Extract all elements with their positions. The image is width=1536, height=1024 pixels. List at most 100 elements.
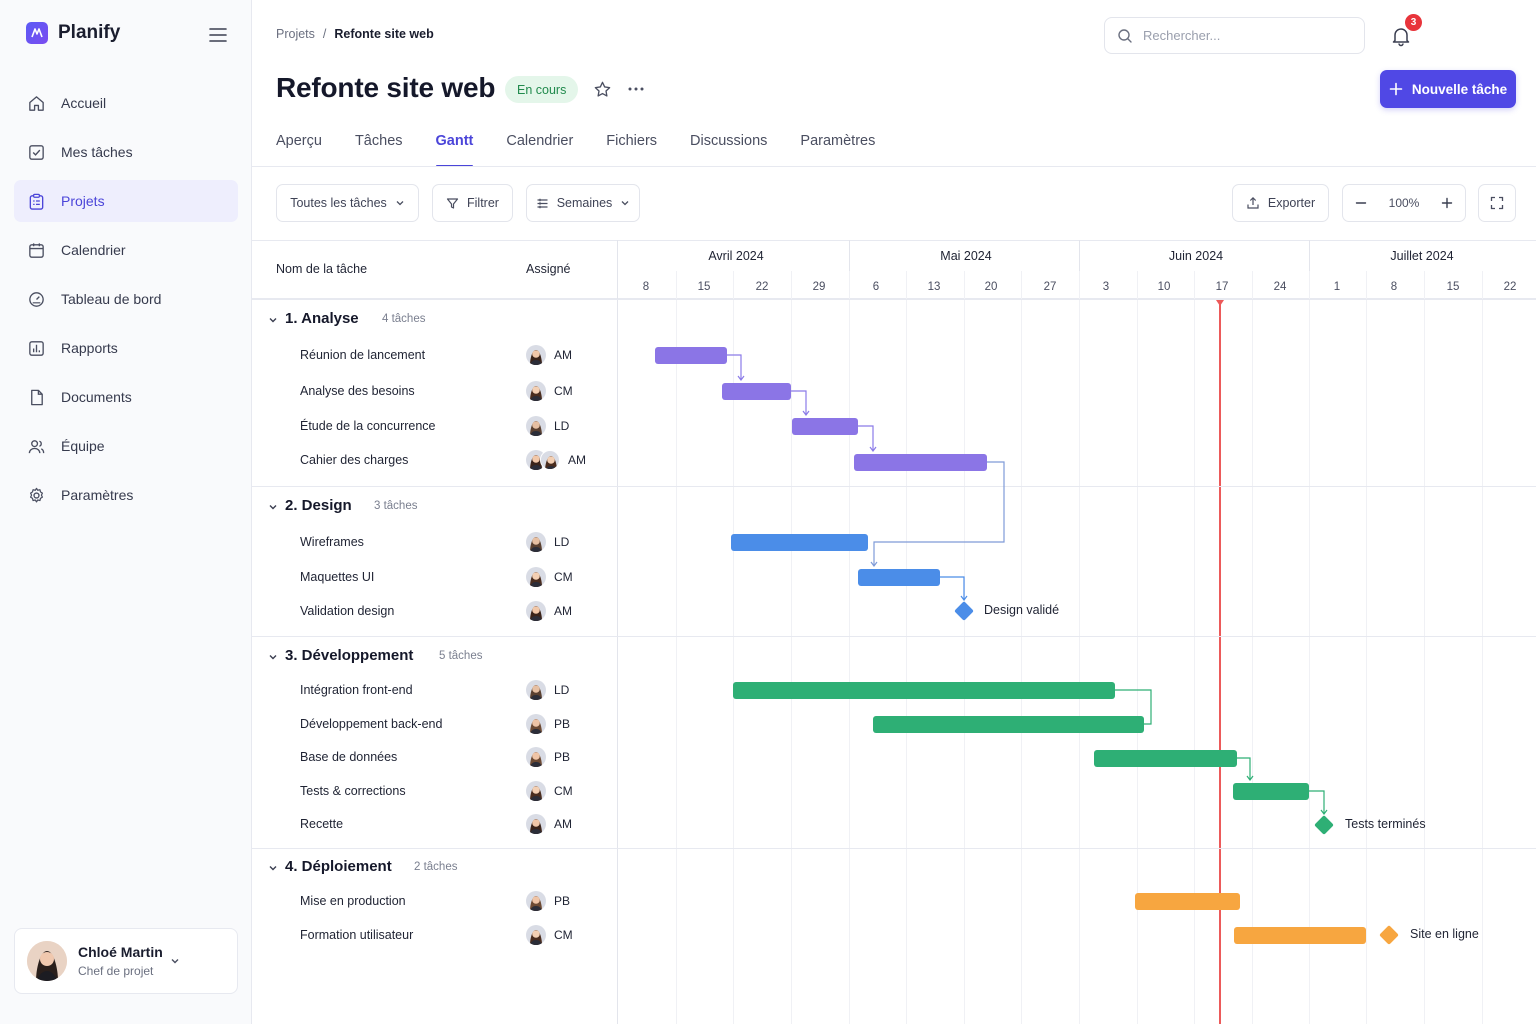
tab-taches[interactable]: Tâches (354, 133, 403, 149)
gantt-bar[interactable] (1233, 783, 1309, 800)
gantt-bar[interactable] (1234, 927, 1366, 944)
task-assignee[interactable]: AM (526, 814, 572, 834)
sidebar: Planify Accueil Mes tâches Projets Calen… (0, 0, 252, 1024)
task-name[interactable]: Développement back-end (300, 717, 443, 731)
chevron-down-icon[interactable] (268, 863, 278, 873)
chevron-down-icon[interactable] (268, 502, 278, 512)
new-task-button[interactable]: Nouvelle tâche (1380, 70, 1516, 108)
task-name[interactable]: Analyse des besoins (300, 384, 415, 398)
tab-apercu[interactable]: Aperçu (276, 133, 322, 149)
milestone-diamond[interactable] (1379, 925, 1399, 945)
sidebar-item-label: Rapports (61, 340, 118, 356)
checkbox-icon (29, 144, 44, 160)
search-box[interactable] (1104, 17, 1365, 54)
task-assignee[interactable]: PB (526, 747, 570, 767)
task-name[interactable]: Intégration front-end (300, 683, 413, 697)
zoom-in-icon[interactable] (1441, 197, 1453, 209)
gantt-bar[interactable] (854, 454, 987, 471)
gantt-bar[interactable] (1094, 750, 1237, 767)
task-assignee[interactable]: LD (526, 416, 569, 436)
gantt-bar[interactable] (733, 682, 1115, 699)
task-name[interactable]: Validation design (300, 604, 395, 618)
task-name[interactable]: Tests & corrections (300, 784, 406, 798)
task-name[interactable]: Maquettes UI (300, 570, 375, 584)
dependency-line (727, 354, 742, 380)
gantt-bar[interactable] (731, 534, 868, 551)
sidebar-item-mes-taches[interactable]: Mes tâches (14, 131, 238, 173)
timeline-month: Avril 2024 (708, 249, 764, 263)
timeline-week: 3 (1102, 281, 1110, 293)
group-title[interactable]: 1. Analyse (285, 310, 359, 327)
gantt-bar[interactable] (1135, 893, 1240, 910)
filter-button[interactable]: Filtrer (432, 184, 513, 222)
search-input[interactable] (1143, 28, 1343, 43)
sidebar-item-equipe[interactable]: Équipe (14, 425, 238, 467)
task-assignee[interactable]: PB (526, 891, 570, 911)
gantt-bar[interactable] (792, 418, 858, 435)
gantt-bar[interactable] (858, 569, 940, 586)
task-name[interactable]: Formation utilisateur (300, 928, 414, 942)
column-task-name: Nom de la tâche (276, 262, 368, 276)
task-assignee[interactable]: LD (526, 532, 569, 552)
tab-parametres[interactable]: Paramètres (800, 133, 876, 149)
chevron-down-icon[interactable] (268, 315, 278, 325)
task-assignee[interactable]: PB (526, 714, 570, 734)
task-assignee[interactable]: AM (526, 601, 572, 621)
export-button[interactable]: Exporter (1232, 184, 1329, 222)
task-assignee[interactable]: LD (526, 680, 569, 700)
task-name[interactable]: Mise en production (300, 894, 406, 908)
star-icon[interactable] (593, 80, 612, 99)
sidebar-item-documents[interactable]: Documents (14, 376, 238, 418)
more-horizontal-icon[interactable] (627, 80, 645, 98)
task-assignee[interactable]: AM (526, 450, 586, 470)
zoom-out-icon[interactable] (1355, 197, 1367, 209)
group-title[interactable]: 3. Développement (285, 647, 414, 664)
timeline-gridline (791, 271, 792, 1024)
group-title[interactable]: 4. Déploiement (285, 858, 392, 875)
task-name[interactable]: Wireframes (300, 535, 364, 549)
assignee-initials: CM (554, 784, 573, 798)
gantt-bar[interactable] (655, 347, 727, 364)
chart-icon (29, 340, 44, 356)
gantt-bar[interactable] (873, 716, 1144, 733)
milestone-diamond[interactable] (1314, 815, 1334, 835)
sidebar-item-projets[interactable]: Projets (14, 180, 238, 222)
group-title[interactable]: 2. Design (285, 497, 352, 514)
gantt-bar[interactable] (722, 383, 791, 400)
user-card[interactable]: Chloé Martin Chef de projet (14, 928, 238, 994)
breadcrumb-projets[interactable]: Projets (276, 27, 315, 41)
bell-icon[interactable] (1390, 25, 1412, 47)
tab-gantt[interactable]: Gantt (435, 124, 473, 167)
tab-calendrier[interactable]: Calendrier (506, 133, 574, 149)
task-assignee[interactable]: CM (526, 925, 573, 945)
gantt-header (252, 240, 1536, 299)
scale-dropdown[interactable]: Semaines (526, 184, 640, 222)
task-name[interactable]: Cahier des charges (300, 453, 409, 467)
task-name[interactable]: Base de données (300, 750, 398, 764)
sidebar-item-accueil[interactable]: Accueil (14, 82, 238, 124)
task-assignee[interactable]: CM (526, 781, 573, 801)
task-name[interactable]: Réunion de lancement (300, 348, 426, 362)
chevron-down-icon[interactable] (169, 955, 181, 967)
task-assignee[interactable]: CM (526, 567, 573, 587)
task-filter-dropdown[interactable]: Toutes les tâches (276, 184, 419, 222)
avatar (27, 941, 67, 981)
task-name[interactable]: Recette (300, 817, 344, 831)
task-name[interactable]: Étude de la concurrence (300, 419, 436, 433)
task-assignee[interactable]: AM (526, 345, 572, 365)
sidebar-nav: Accueil Mes tâches Projets Calendrier Ta… (14, 82, 238, 523)
sidebar-item-calendrier[interactable]: Calendrier (14, 229, 238, 271)
chevron-down-icon[interactable] (268, 652, 278, 662)
tab-fichiers[interactable]: Fichiers (606, 133, 658, 149)
milestone-diamond[interactable] (954, 601, 974, 621)
fullscreen-button[interactable] (1478, 184, 1516, 222)
sidebar-item-rapports[interactable]: Rapports (14, 327, 238, 369)
sidebar-item-tableau-de-bord[interactable]: Tableau de bord (14, 278, 238, 320)
task-filter-label: Toutes les tâches (290, 196, 387, 210)
brand[interactable]: Planify (26, 22, 120, 44)
sidebar-item-parametres[interactable]: Paramètres (14, 474, 238, 516)
menu-icon[interactable] (208, 26, 228, 44)
group-task-count: 5 tâches (439, 650, 483, 662)
tab-discussions[interactable]: Discussions (690, 133, 768, 149)
task-assignee[interactable]: CM (526, 381, 573, 401)
